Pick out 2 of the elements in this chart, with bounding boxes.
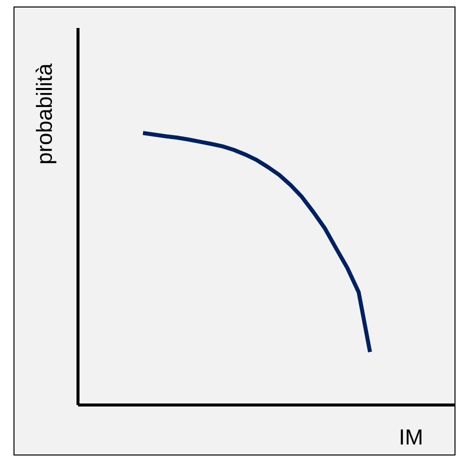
x-axis-title: IM xyxy=(401,429,422,445)
y-axis-title: probabilità xyxy=(36,63,57,164)
